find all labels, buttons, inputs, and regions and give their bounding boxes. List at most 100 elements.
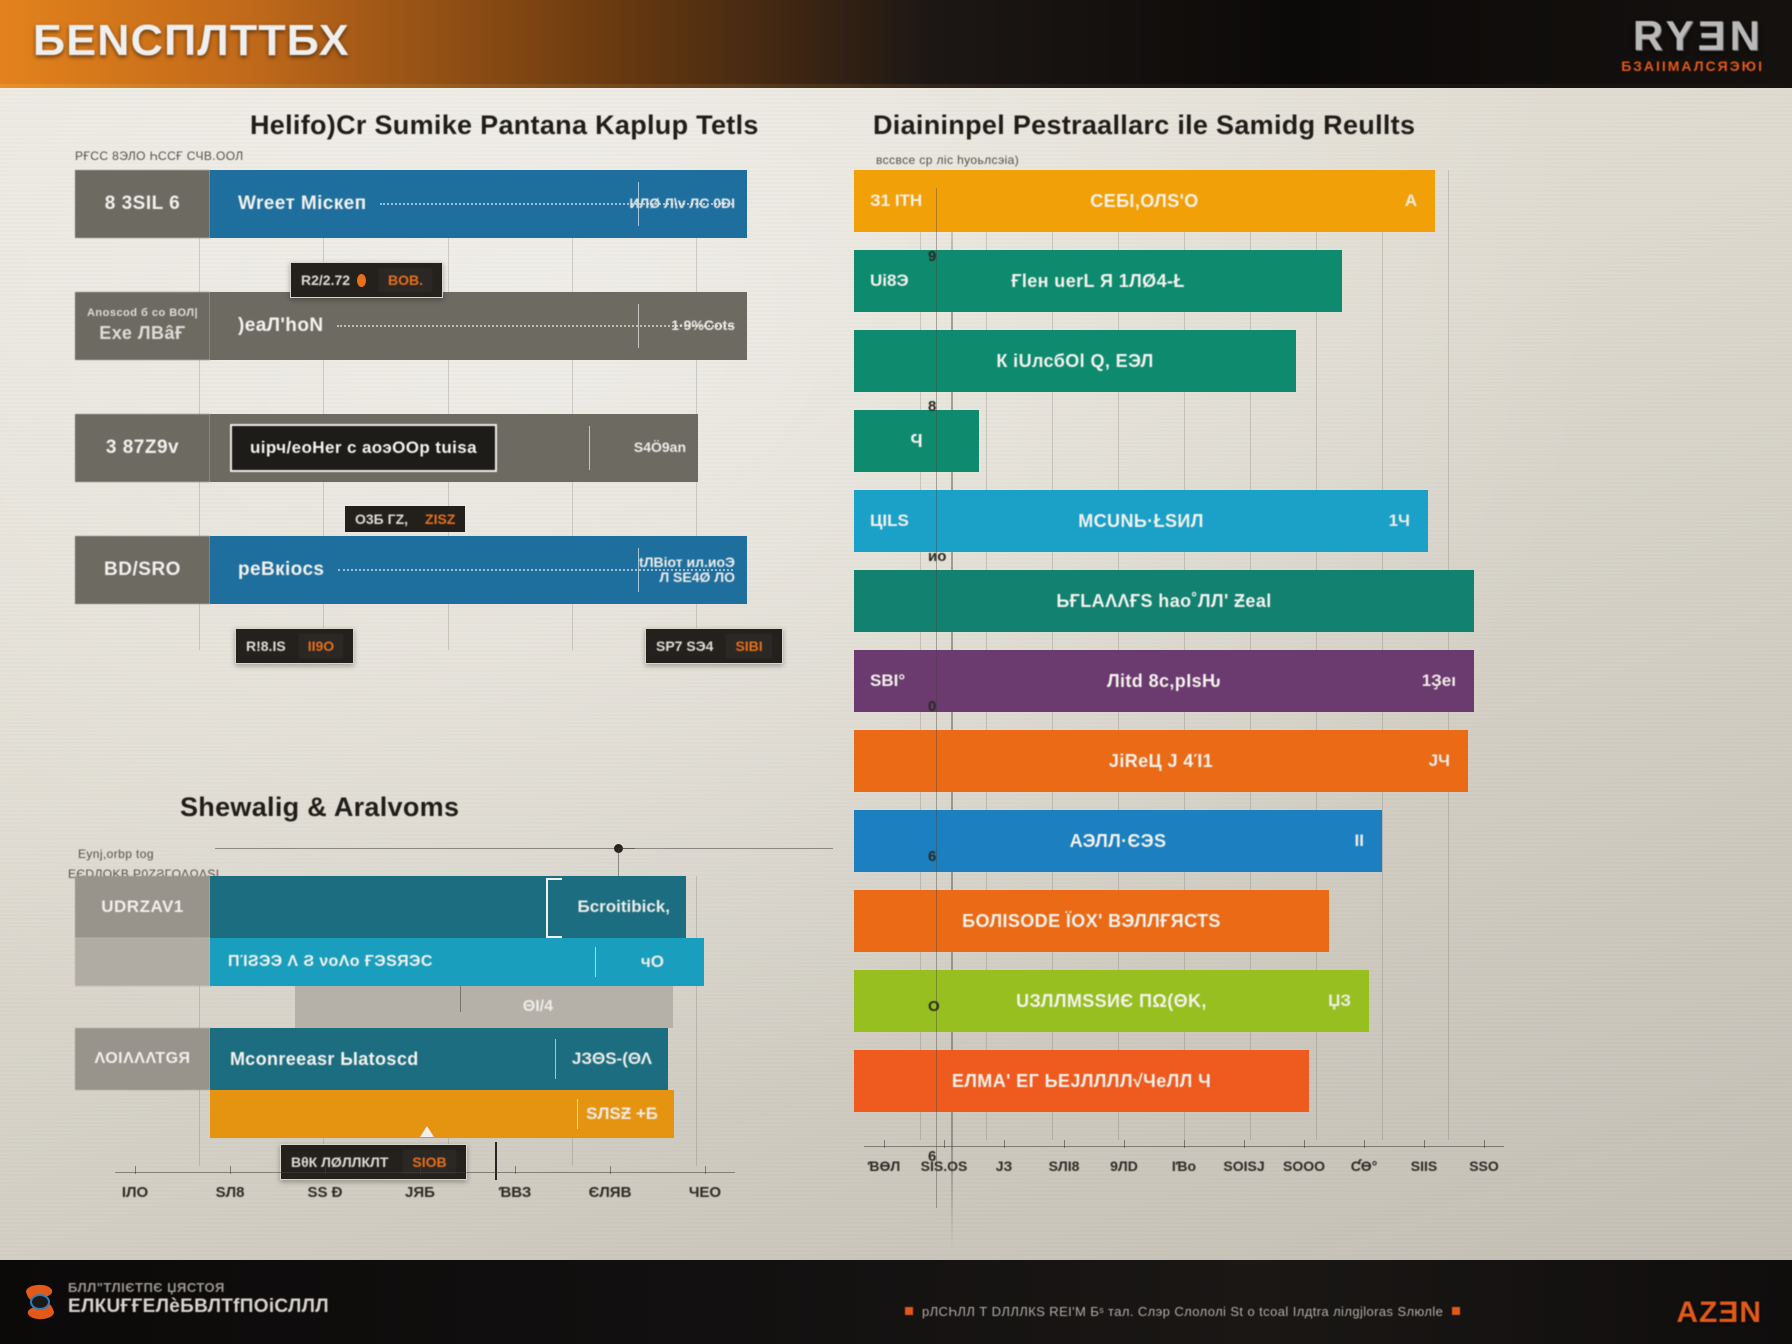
axis-tick-label: О [928,998,940,1015]
grid-line [323,170,324,650]
footer-note-text: рЛСҺЛЛ Т DЛЛЛКЅ RЕІ'М Ƃˢ тал. Слэр Слоло… [922,1304,1444,1319]
callout-label: О3Ƃ ГZ, [355,511,409,527]
bar-ghost: ΘІ/4 [295,986,673,1028]
bar-value: tЛВіот ил.иоЭ Л ЅЕ4Ø ЛО [639,553,735,585]
axis-tick [1244,1140,1245,1148]
bar-value: ИЛØ Л\v ЛС 0ĐІ [629,195,735,212]
bar-label: АЭЛЛ·ЄЭЅ [1069,830,1167,851]
leader-line-2 [618,848,833,849]
bar: ЦІLЅ МСUNЬ·ŁЅИЛ 1Ч [854,490,1428,552]
table-row: SBІ° Ліtd 8с,рІѕԊ 1Ҙеı [854,650,1514,712]
table-row: Аnоsсоd б со ВОЛ| Ехе ЛВâҒ )еаЛ'hоN 1·9%Cоt… [75,292,820,360]
callout-label: R!8.ІЅ [246,638,286,654]
table-row: АЭЛЛ·ЄЭЅ ІІ [854,810,1514,872]
axis-tick-label: 6 [928,848,937,865]
page-header: БЕNСПЛТТБХ RYƎN БЗАIIМАЛСЯЭЮІ [0,0,1792,88]
bar-label: МСUNЬ·ŁЅИЛ [1078,510,1204,531]
leader-tick [618,848,619,882]
footer-bullet-left-icon [905,1307,913,1315]
bar: З1 ІТН СЕБІ,ОЛЅ'О А [854,170,1435,232]
table-row: К іUлсбОl Q, EЭЛ [854,330,1514,392]
footer-logo-text: AZƎN [1676,1296,1762,1329]
axis-tick [1304,1140,1305,1148]
bar: SBІ° Ліtd 8с,рІѕԊ 1Ҙеı [854,650,1474,712]
bar-label: ΠΊϨЭЭ Λ Ϩ νοΛο ҒЭЅЯЭС [228,953,433,970]
grid-line [199,876,200,1166]
value-separator [638,304,639,348]
leader-line [215,848,635,849]
sponsor-logo: RYƎN БЗАIIМАЛСЯЭЮІ [1621,12,1764,74]
table-row: Ui8Э Ғlен uеrL Я 1ЛØ4-Ł [854,250,1514,312]
axis-line [115,1172,735,1173]
bar: ΠΊϨЭЭ Λ Ϩ νοΛο ҒЭЅЯЭС чО [210,938,704,986]
footer-note: рЛСҺЛЛ Т DЛЛЛКЅ RЕІ'М Ƃˢ тал. Слэр Слоло… [905,1304,1461,1319]
bottom-left-title: Shewalig & Aralvoms [180,792,460,822]
axis-tick-label: 6 [928,1148,937,1165]
grid-line [696,876,697,1166]
right-plot: З1 ІТН СЕБІ,ОЛЅ'О А Ui8Э Ғlен uеrL Я 1ЛØ4-Ł К… [854,170,1514,1140]
bar-label: Мсоnrееаsr Ыаtоsсd [230,1048,419,1069]
table-row: ΠΊϨЭЭ Λ Ϩ νοΛο ҒЭЅЯЭС чО [75,938,820,986]
bar: uірч/еоНеr с аоэООр tuіsа Ѕ4Ö9аn [210,414,698,482]
bar-label: ЬҒLАΛΛҒЅ һао˚ЛЛ' Ƶеаl [1056,590,1272,611]
bar: Ϥ [854,410,979,472]
bar-value: 1Ч [1388,510,1410,530]
axis-tick [1064,1140,1065,1148]
category-label: UDRZAV1 [75,876,210,938]
bottom-left-plot: UDRZAV1 Бсrоіtibісk, ΠΊϨЭЭ Λ Ϩ νοΛο ҒЭЅЯЭС… [75,876,820,1180]
table-row: ЦІLЅ МСUNЬ·ŁЅИЛ 1Ч [854,490,1514,552]
bar: АЭЛЛ·ЄЭЅ ІІ [854,810,1382,872]
bar-value: 1·9%Cоts [671,317,735,334]
axis-tick [1124,1140,1125,1148]
bar-value: ЈЧ [1428,750,1450,770]
sponsor-logo-main: RYƎN [1632,12,1764,59]
footer-bullet-right-icon [1452,1307,1461,1315]
bar-value: Ѕ4Ö9аn [633,439,686,456]
bar-label: )еаЛ'hоN [238,315,324,336]
axis-tick-label: ЅІЅ.ОЅ [920,1158,968,1174]
category-sublabel: Аnоsсоd б со ВОЛ| Ехе ЛВâҒ [86,307,199,344]
value-separator [638,182,639,226]
up-arrow-icon [420,1126,434,1137]
bar-value: ЏЗ [1328,990,1351,1010]
bar: К іUлсбОl Q, EЭЛ [854,330,1296,392]
bar: Ui8Э Ғlен uеrL Я 1ЛØ4-Ł [854,250,1342,312]
category-label: SBІ° [870,671,906,690]
bar-value: А [1404,190,1417,210]
bar-label: СЕБІ,ОЛЅ'О [1090,190,1199,211]
grid-line [199,170,200,650]
bar-value: Бсrоіtibісk, [577,896,670,916]
center-vertical-axis: 9 8 ио 0 6 О 6 [928,188,952,1208]
bar: )еаЛ'hоN 1·9%Cоts [210,292,747,360]
callout-label: ЅР7 ЅЭ4 [656,638,714,654]
category-label: ЦІLЅ [870,511,909,530]
category-label [75,938,210,986]
bar-value: чО [640,951,664,971]
panel-bottom-left: Shewalig & Aralvoms Eynj,orbp tog ЕЄDЛОΚ… [0,696,951,1256]
bar-value: ЅЛЅƵ +Ƃ [586,1103,658,1123]
grid-line [572,170,573,650]
table-row: UDRZAV1 Бсrоіtibісk, [75,876,820,938]
axis-tick-label: ио [928,548,947,565]
category-label: З1 ІТН [870,191,923,210]
category-label: ΛΟΙΛΛΛΤGЯ [75,1028,210,1090]
callout-value: ІІ9О [298,634,344,658]
table-row: ЕЛМА' ЕГ ЬЕЈЛЛЛЛ√ЧеЛЛ Ч [854,1050,1514,1112]
axis-tick-label: 8 [928,398,937,415]
bar-label: UЗЛЛМЅЅИЄ ΠΩ(ΘΚ, [1016,990,1207,1011]
bottom-left-subtitle-a: Eynj,orbp tog [78,847,154,861]
bar: БОЛΙЅОDЕ ЇОΧ' ВЭЛЛҒЯСТЅ [854,890,1329,952]
grid-line [448,170,449,650]
axis-tick [420,1166,421,1174]
bar: ЈіRеЦ Ј 4Ί1 ЈЧ [854,730,1468,792]
bottom-left-axis: ІЛО ЅЛ8 ЅЅ Ɖ ЈЯБ ƁВЗ ЄЛЯВ ЧЕО [75,1166,820,1236]
bracket-marker [546,878,562,938]
table-row: UЗЛЛМЅЅИЄ ΠΩ(ΘΚ, ЏЗ [854,970,1514,1032]
axis-tick [325,1166,326,1174]
bar-label: К іUлсбОl Q, EЭЛ [996,350,1154,371]
axis-tick [1004,1140,1005,1148]
axis-tick-label: ЈЯБ [405,1184,435,1201]
axis-tick [1484,1140,1485,1148]
table-row: ЬҒLАΛΛҒЅ һао˚ЛЛ' Ƶеаl [854,570,1514,632]
axis-tick [230,1166,231,1174]
